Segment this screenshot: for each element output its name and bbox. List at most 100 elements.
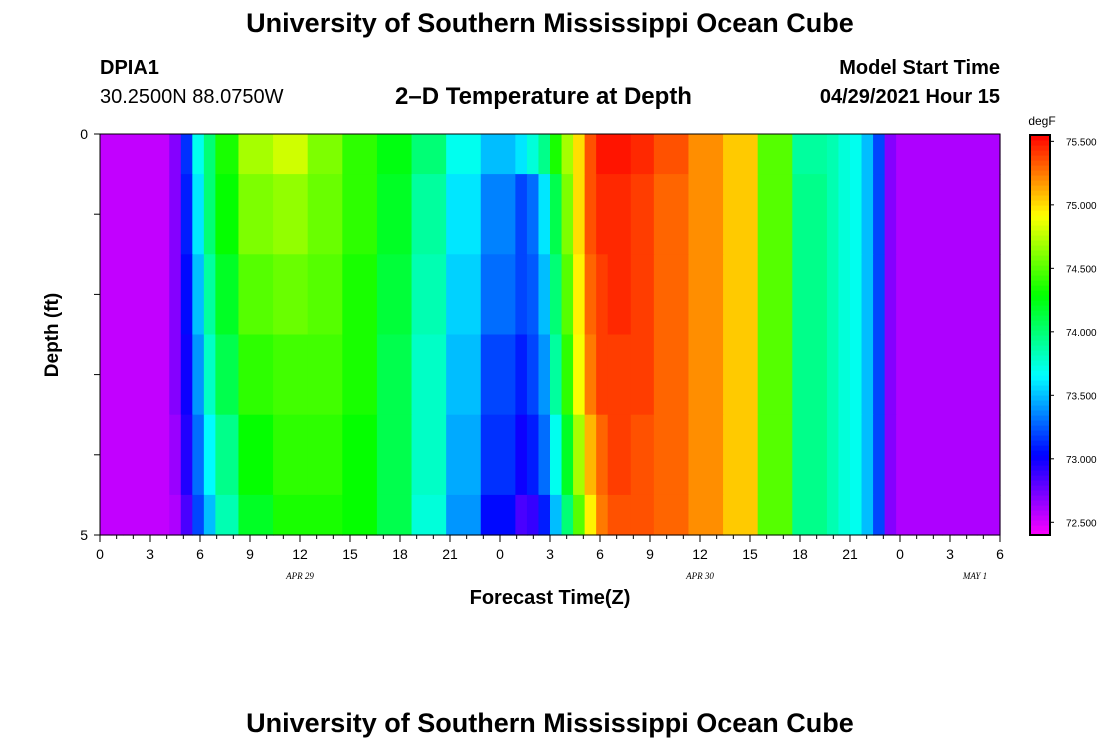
heatmap-cell	[123, 254, 136, 336]
heatmap-cell	[826, 334, 840, 416]
heatmap-cell	[111, 254, 124, 336]
heatmap-cell	[192, 494, 205, 536]
colorbar-segment	[1030, 520, 1050, 526]
heatmap-cell	[561, 174, 574, 255]
colorbar-segment	[1030, 180, 1050, 186]
heatmap-cell	[203, 134, 216, 175]
colorbar-segment	[1030, 270, 1050, 276]
heatmap-cell	[446, 134, 482, 175]
colorbar-segment	[1030, 265, 1050, 271]
heatmap-cell	[561, 254, 574, 336]
heatmap-cell	[203, 254, 216, 336]
colorbar-segment	[1030, 410, 1050, 416]
station-location: 30.2500N 88.0750W	[100, 86, 284, 108]
heatmap-cell	[515, 254, 528, 336]
colorbar-segment	[1030, 420, 1050, 426]
heatmap-cell	[584, 414, 597, 496]
heatmap-cell	[953, 334, 966, 416]
y-tick-label: 5	[80, 527, 88, 543]
heatmap-cell	[953, 254, 966, 336]
heatmap-cell	[146, 174, 159, 255]
heatmap-cell	[134, 334, 147, 416]
y-axis-label: Depth (ft)	[42, 293, 63, 377]
colorbar-segment	[1030, 245, 1050, 251]
heatmap-cell	[146, 334, 159, 416]
x-tick-label: 21	[442, 546, 458, 562]
heatmap-cell	[515, 494, 528, 536]
heatmap-cell	[607, 334, 632, 416]
heatmap-cell	[930, 134, 943, 175]
x-tick-label: 6	[996, 546, 1004, 562]
heatmap-cell	[826, 494, 840, 536]
colorbar-segment	[1030, 510, 1050, 516]
heatmap-cell	[850, 134, 863, 175]
heatmap-cell	[411, 494, 447, 536]
colorbar-segment	[1030, 280, 1050, 286]
heatmap-cell	[561, 494, 574, 536]
heatmap-cell	[688, 174, 724, 255]
heatmap-cell	[238, 334, 274, 416]
colorbar-segment	[1030, 370, 1050, 376]
heatmap-cell	[838, 174, 851, 255]
heatmap-cell	[203, 414, 216, 496]
heatmap-cell	[526, 254, 540, 336]
heatmap-cell	[850, 414, 863, 496]
colorbar-segment	[1030, 250, 1050, 256]
heatmap-cell	[273, 134, 309, 175]
heatmap-cell	[538, 414, 551, 496]
heatmap-cell	[930, 174, 943, 255]
colorbar-frame	[1029, 134, 1051, 536]
colorbar-segment	[1030, 340, 1050, 346]
heatmap-cell	[376, 254, 413, 336]
colorbar-segment	[1030, 215, 1050, 221]
colorbar-segment	[1030, 355, 1050, 361]
colorbar-segment	[1030, 330, 1050, 336]
heatmap-cell	[930, 414, 943, 496]
heatmap-cell	[100, 334, 113, 416]
heatmap-cell	[630, 134, 655, 175]
colorbar-segment	[1030, 415, 1050, 421]
heatmap-cell	[838, 134, 851, 175]
heatmap-cell	[919, 174, 932, 255]
heatmap-cell	[976, 494, 990, 536]
heatmap-cell	[630, 254, 655, 336]
heatmap-cell	[169, 334, 182, 416]
heatmap-cell	[907, 414, 920, 496]
heatmap-cell	[826, 414, 840, 496]
heatmap-cell	[988, 494, 1001, 536]
heatmap-cell	[157, 134, 170, 175]
heatmap-cell	[584, 174, 597, 255]
colorbar-segment	[1030, 220, 1050, 226]
heatmap-cell	[723, 254, 759, 336]
heatmap-cell	[550, 174, 563, 255]
x-tick-label: 3	[946, 546, 954, 562]
heatmap-cell	[180, 174, 193, 255]
x-tick-label: 21	[842, 546, 858, 562]
heatmap-cell	[850, 494, 863, 536]
heatmap-cell	[376, 414, 413, 496]
heatmap-cell	[896, 174, 909, 255]
heatmap-cell	[988, 254, 1001, 336]
heatmap-cell	[884, 174, 897, 255]
heatmap-cell	[884, 414, 897, 496]
heatmap-cell	[907, 134, 920, 175]
heatmap-cell	[446, 414, 482, 496]
x-tick-label: 12	[692, 546, 708, 562]
heatmap-cell	[953, 174, 966, 255]
heatmap-cell	[238, 414, 274, 496]
heatmap-cell	[942, 334, 955, 416]
colorbar-segment	[1030, 205, 1050, 211]
heatmap-cell	[919, 334, 932, 416]
heatmap-cell	[215, 174, 240, 255]
heatmap-cell	[134, 174, 147, 255]
heatmap-cell	[515, 134, 528, 175]
heatmap-cell	[307, 134, 343, 175]
heatmap-cell	[273, 494, 309, 536]
heatmap-cell	[873, 334, 886, 416]
colorbar-segment	[1030, 400, 1050, 406]
heatmap-cell	[550, 134, 563, 175]
heatmap-cell	[792, 414, 828, 496]
heatmap-cell	[480, 414, 516, 496]
heatmap-cell	[100, 254, 113, 336]
x-tick-label: 0	[496, 546, 504, 562]
